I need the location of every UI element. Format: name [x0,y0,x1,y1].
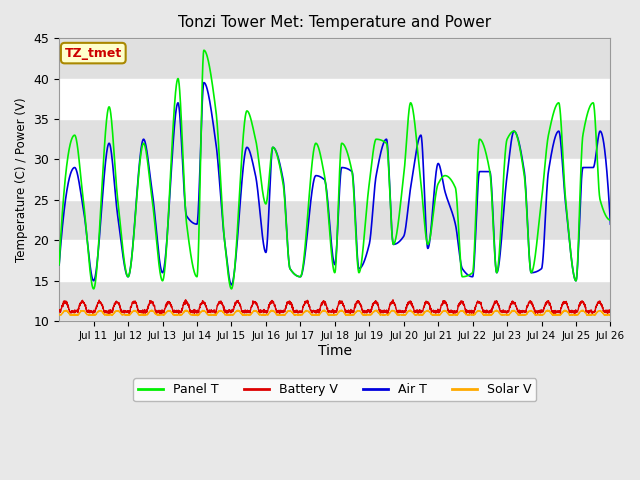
Bar [59,200,611,240]
Bar [59,79,611,119]
Bar [59,38,611,79]
Text: TZ_tmet: TZ_tmet [65,47,122,60]
Bar [59,159,611,200]
Legend: Panel T, Battery V, Air T, Solar V: Panel T, Battery V, Air T, Solar V [133,378,536,401]
Title: Tonzi Tower Met: Temperature and Power: Tonzi Tower Met: Temperature and Power [178,15,492,30]
Bar [59,240,611,281]
X-axis label: Time: Time [318,344,352,358]
Bar [59,281,611,321]
Y-axis label: Temperature (C) / Power (V): Temperature (C) / Power (V) [15,97,28,262]
Bar [59,119,611,159]
